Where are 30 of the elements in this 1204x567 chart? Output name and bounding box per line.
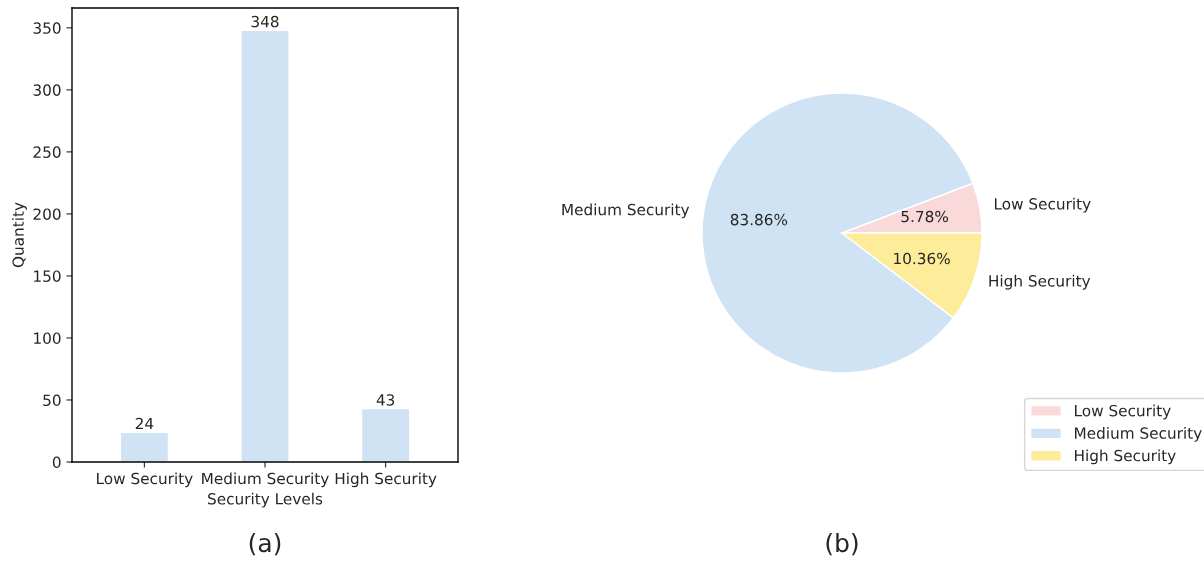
y-axis-title: Quantity (12, 202, 27, 268)
text: (b) (826, 532, 858, 556)
y-tick-label: 250 (33, 146, 61, 158)
y-tick-label: 50 (43, 394, 61, 406)
y-tick-label: 350 (33, 22, 61, 34)
legend-label: Medium Security (1075, 427, 1202, 442)
y-tick-label: 300 (33, 84, 61, 96)
bar (360, 407, 411, 462)
y-tick-label: 150 (34, 270, 61, 282)
bar (240, 29, 290, 462)
bar (119, 431, 170, 462)
data-label: 5.78% (901, 210, 949, 223)
data-label: 10.36% (894, 252, 950, 265)
text: (a) (249, 532, 281, 556)
x-tick-label: Low Security (97, 472, 193, 488)
data-label: 24 (135, 417, 154, 430)
y-tick-label: 100 (34, 332, 61, 344)
data-label: 83.86% (730, 213, 788, 226)
slice-label: High Security (989, 274, 1091, 290)
data-label: 348 (251, 15, 279, 28)
y-tick-label: 0 (52, 456, 61, 469)
slice-label: Low Security (994, 197, 1091, 213)
data-label: 43 (376, 394, 395, 406)
x-axis-title: Security Levels (208, 492, 323, 508)
legend-label: Low Security (1075, 404, 1171, 420)
x-tick-label: Medium Security (202, 472, 329, 488)
slice-label: Medium Security (562, 203, 690, 219)
x-tick-label: High Security (335, 472, 437, 488)
y-tick-label: 200 (33, 208, 61, 220)
legend-label: High Security (1075, 449, 1176, 465)
